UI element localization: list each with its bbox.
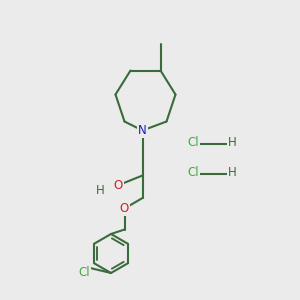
Text: H: H [228, 166, 237, 179]
Text: H: H [228, 136, 237, 149]
Text: Cl: Cl [188, 166, 199, 179]
Text: H: H [96, 184, 105, 197]
Text: O: O [120, 202, 129, 215]
Text: O: O [114, 178, 123, 192]
Text: N: N [138, 124, 147, 137]
Text: Cl: Cl [188, 136, 199, 149]
Text: Cl: Cl [78, 266, 90, 279]
